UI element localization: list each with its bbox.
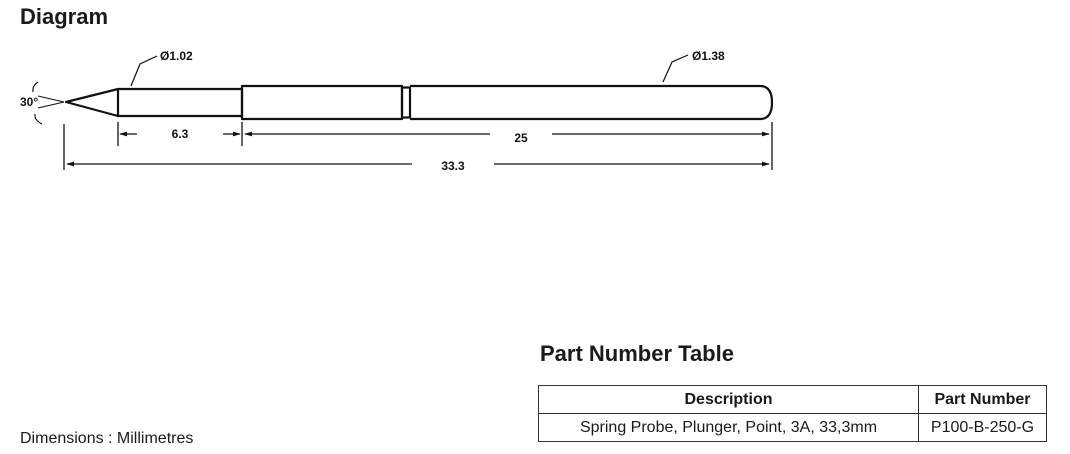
part-table-title: Part Number Table xyxy=(540,341,734,366)
part-number-table: Description Part Number Spring Probe, Pl… xyxy=(538,385,1047,442)
barrel-body xyxy=(410,84,774,121)
description-cell: Spring Probe, Plunger, Point, 3A, 33,3mm xyxy=(538,413,919,442)
plunger-length-label: 6.3 xyxy=(172,127,189,141)
barrel-length-label: 25 xyxy=(514,131,528,145)
part-number-cell: P100-B-250-G xyxy=(918,413,1047,442)
table-row: Spring Probe, Plunger, Point, 3A, 33,3mm… xyxy=(538,413,1047,442)
probe-outline xyxy=(64,84,774,121)
tip-diameter-label: Ø1.02 xyxy=(160,49,193,63)
extension-lines xyxy=(63,122,773,170)
plunger-body xyxy=(116,87,244,118)
tip-diameter-leader xyxy=(130,55,158,87)
overall-length-label: 33.3 xyxy=(441,159,465,173)
barrel-diameter-label: Ø1.38 xyxy=(692,49,725,63)
description-column-header: Description xyxy=(538,385,919,414)
table-header-row: Description Part Number xyxy=(538,385,1047,414)
diagram-title: Diagram xyxy=(20,4,109,29)
plunger-collar xyxy=(240,84,404,121)
probe-tip-cone xyxy=(64,87,119,118)
barrel-crimp-groove xyxy=(400,86,412,119)
part-number-column-header: Part Number xyxy=(918,385,1047,414)
spring-probe-drawing: 30° Ø1.02 Ø1.38 6.3 25 33.3 xyxy=(20,49,774,173)
units-note: Dimensions : Millimetres xyxy=(20,430,194,447)
tip-angle-label: 30° xyxy=(20,95,38,109)
tip-angle-annotation xyxy=(32,81,65,125)
barrel-diameter-leader xyxy=(662,54,689,83)
